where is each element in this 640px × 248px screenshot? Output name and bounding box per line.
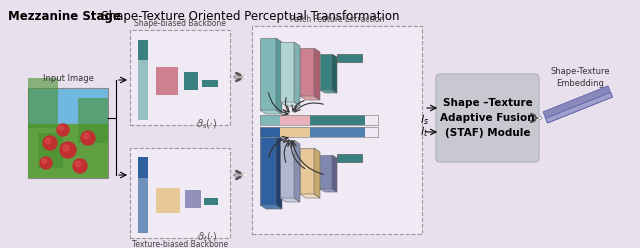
Polygon shape <box>260 205 282 209</box>
Bar <box>337 54 362 62</box>
Polygon shape <box>543 86 612 123</box>
Polygon shape <box>314 48 320 100</box>
Circle shape <box>42 159 47 163</box>
FancyBboxPatch shape <box>252 26 422 234</box>
Polygon shape <box>300 148 314 194</box>
Text: $\mathit{l}_t$: $\mathit{l}_t$ <box>420 125 428 139</box>
FancyBboxPatch shape <box>78 98 108 143</box>
Bar <box>310 115 365 125</box>
Text: $\mathit{l}_s$: $\mathit{l}_s$ <box>420 113 429 127</box>
Polygon shape <box>332 155 337 192</box>
FancyBboxPatch shape <box>28 88 108 178</box>
FancyBboxPatch shape <box>436 74 539 162</box>
Bar <box>337 154 362 162</box>
Circle shape <box>63 145 69 151</box>
Circle shape <box>59 125 63 130</box>
Bar <box>138 60 148 120</box>
Circle shape <box>73 159 87 173</box>
Text: Input Image: Input Image <box>43 74 93 83</box>
FancyBboxPatch shape <box>28 124 108 178</box>
Polygon shape <box>320 90 337 93</box>
Text: :  Shape-Texture Oriented Perceptual Transformation: : Shape-Texture Oriented Perceptual Tran… <box>86 10 399 23</box>
Text: $\vartheta_t(\cdot)$: $\vartheta_t(\cdot)$ <box>197 230 218 244</box>
Polygon shape <box>260 38 276 110</box>
Bar <box>260 115 280 125</box>
Bar <box>138 40 148 120</box>
Text: $\vartheta_s(\cdot)$: $\vartheta_s(\cdot)$ <box>196 117 218 131</box>
Bar <box>260 127 378 137</box>
Circle shape <box>60 142 76 158</box>
Circle shape <box>40 157 52 169</box>
Bar <box>138 157 148 233</box>
Polygon shape <box>320 155 332 189</box>
Bar <box>280 115 310 125</box>
Circle shape <box>83 133 89 139</box>
Bar <box>310 127 365 137</box>
Bar <box>280 127 310 137</box>
Polygon shape <box>260 133 276 205</box>
FancyBboxPatch shape <box>38 133 63 168</box>
Circle shape <box>76 161 81 167</box>
Polygon shape <box>280 42 294 102</box>
Polygon shape <box>280 140 294 198</box>
Bar <box>202 80 218 87</box>
Bar <box>156 188 180 213</box>
Bar <box>204 198 218 205</box>
Polygon shape <box>320 189 337 192</box>
FancyBboxPatch shape <box>0 3 640 246</box>
FancyBboxPatch shape <box>130 30 230 125</box>
Text: Patch Feature Extraction: Patch Feature Extraction <box>290 15 384 24</box>
Circle shape <box>81 131 95 145</box>
FancyBboxPatch shape <box>130 148 230 238</box>
Polygon shape <box>280 102 300 106</box>
Polygon shape <box>314 148 320 198</box>
Text: Shape-biased Backbone: Shape-biased Backbone <box>134 19 226 28</box>
Circle shape <box>57 124 69 136</box>
Polygon shape <box>546 92 612 123</box>
Text: Shape-Texture
Embedding: Shape-Texture Embedding <box>550 67 610 88</box>
Polygon shape <box>294 42 300 106</box>
Bar <box>260 115 378 125</box>
Circle shape <box>43 136 57 150</box>
Polygon shape <box>294 140 300 202</box>
Bar <box>260 127 280 137</box>
Polygon shape <box>300 48 314 96</box>
Text: Mezzanine Stage: Mezzanine Stage <box>8 10 121 23</box>
Bar <box>184 72 198 90</box>
Bar <box>156 67 178 95</box>
Circle shape <box>45 138 51 144</box>
FancyBboxPatch shape <box>28 78 58 128</box>
Polygon shape <box>280 198 300 202</box>
Bar <box>138 178 148 233</box>
Polygon shape <box>276 38 282 114</box>
Polygon shape <box>300 194 320 198</box>
Polygon shape <box>300 96 320 100</box>
Polygon shape <box>276 133 282 209</box>
Text: Shape –Texture
Adaptive Fusion
(STAF) Module: Shape –Texture Adaptive Fusion (STAF) Mo… <box>440 98 535 138</box>
Polygon shape <box>320 54 332 90</box>
Polygon shape <box>260 110 282 114</box>
Bar <box>185 190 201 208</box>
Polygon shape <box>332 54 337 93</box>
Text: Texture-biased Backbone: Texture-biased Backbone <box>132 240 228 248</box>
